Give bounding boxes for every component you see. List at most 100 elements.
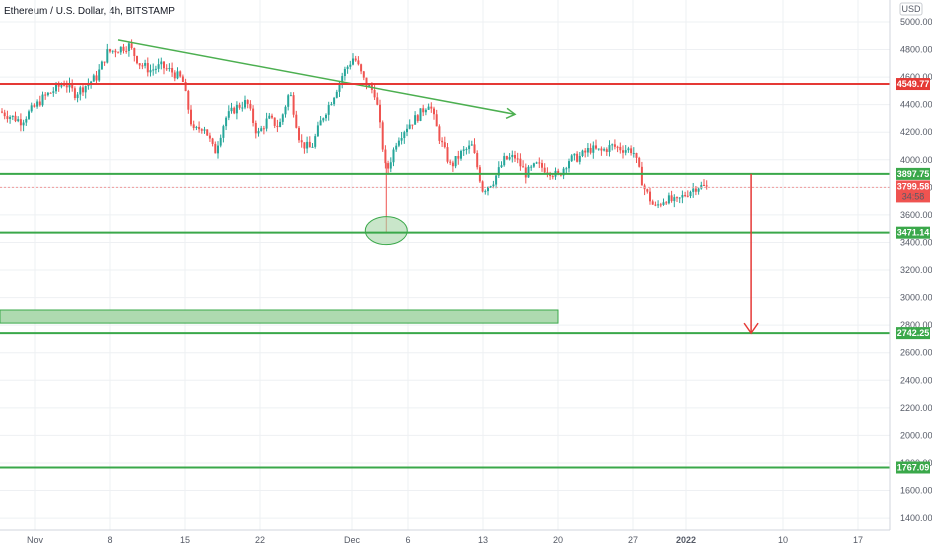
candle-body <box>287 95 290 107</box>
candle-body <box>122 46 125 51</box>
candle-body <box>635 152 638 158</box>
candle-body <box>136 56 138 64</box>
current-price-tag-bg <box>896 180 930 203</box>
candle-body <box>76 94 79 99</box>
candle-body <box>416 115 419 121</box>
candle-body <box>419 108 422 121</box>
candle-body <box>9 116 12 119</box>
candle-body <box>252 108 255 123</box>
candle-body <box>576 153 579 162</box>
candle-body <box>30 105 33 112</box>
candle-body <box>527 166 530 178</box>
candle-body <box>446 147 449 162</box>
candle-body <box>505 156 508 160</box>
candle-body <box>60 85 63 87</box>
y-tick-label: 3200.00 <box>900 265 932 275</box>
y-tick-label: 4600.00 <box>900 72 932 82</box>
candle-body <box>198 126 201 130</box>
candle-body <box>246 100 249 104</box>
candle-body <box>330 104 333 106</box>
candle-body <box>152 69 155 71</box>
price-tag-1767.09: 1767.09 <box>897 462 930 472</box>
candle-body <box>411 124 414 126</box>
candle-body <box>181 76 184 83</box>
candle-body <box>11 115 14 117</box>
candle-body <box>457 156 460 159</box>
candle-body <box>616 146 619 148</box>
candle-body <box>192 124 195 128</box>
candle-body <box>73 88 76 99</box>
candle-body <box>257 131 260 134</box>
price-tag-bg <box>896 461 930 474</box>
candle-body <box>692 188 695 192</box>
candle-body <box>640 166 643 186</box>
candle-body <box>408 124 411 129</box>
candle-body <box>516 158 519 160</box>
candle-body <box>17 119 20 122</box>
x-tick-label: 17 <box>853 535 863 545</box>
candle-body <box>565 168 568 170</box>
candle-body <box>44 94 47 96</box>
candle-body <box>279 121 282 127</box>
candle-body <box>373 89 376 98</box>
candle-body <box>46 92 49 96</box>
candle-body <box>530 166 533 168</box>
x-tick-label: 22 <box>255 535 265 545</box>
candle-body <box>500 165 503 168</box>
price-axis[interactable] <box>890 0 932 550</box>
candle-body <box>508 157 511 160</box>
x-tick-label: Dec <box>344 535 361 545</box>
candle-body <box>538 162 541 164</box>
target-zone[interactable] <box>0 309 559 324</box>
candle-body <box>65 85 68 88</box>
candle-body <box>208 135 211 139</box>
candle-body <box>325 114 327 119</box>
candle-body <box>262 128 265 130</box>
candle-body <box>562 168 565 176</box>
candle-body <box>117 52 120 54</box>
candle-body <box>535 162 538 164</box>
candle-body <box>200 129 203 131</box>
candle-body <box>492 184 495 187</box>
currency-badge[interactable] <box>899 2 923 16</box>
descending-trendline[interactable] <box>117 39 516 116</box>
candle-body <box>659 204 662 206</box>
candle-body <box>657 204 660 206</box>
candle-body <box>451 162 454 167</box>
candle-body <box>397 140 400 146</box>
candle-body <box>403 132 406 139</box>
candle-body <box>441 140 444 143</box>
candle-body <box>519 158 522 167</box>
candle-body <box>424 109 427 113</box>
y-tick-label: 2400.00 <box>900 375 932 385</box>
candle-body <box>154 68 157 70</box>
candle-body <box>546 172 549 174</box>
candle-body <box>179 71 182 77</box>
candle-body <box>638 157 641 167</box>
candle-body <box>206 129 209 136</box>
candle-body <box>90 81 93 84</box>
candle-body <box>103 61 106 63</box>
candle-body <box>487 187 489 192</box>
candle-body <box>470 144 473 146</box>
candle-body <box>360 64 363 72</box>
candle-body <box>484 191 487 193</box>
candle-body <box>219 137 222 146</box>
candle-body <box>22 122 25 126</box>
candle-body <box>111 50 114 52</box>
candle-body <box>173 72 176 79</box>
wick-highlight-ellipse[interactable] <box>364 216 408 246</box>
candle-body <box>141 65 144 67</box>
candle-body <box>6 116 9 119</box>
candle-body <box>570 155 573 162</box>
candle-body <box>689 191 692 197</box>
y-tick-label: 4400.00 <box>900 100 932 110</box>
candle-body <box>662 202 665 205</box>
candle-body <box>613 144 616 147</box>
candle-body <box>597 148 600 150</box>
candle-body <box>346 66 349 69</box>
candle-body <box>187 91 190 110</box>
candle-body <box>468 145 471 150</box>
y-tick-label: 1600.00 <box>900 486 932 496</box>
